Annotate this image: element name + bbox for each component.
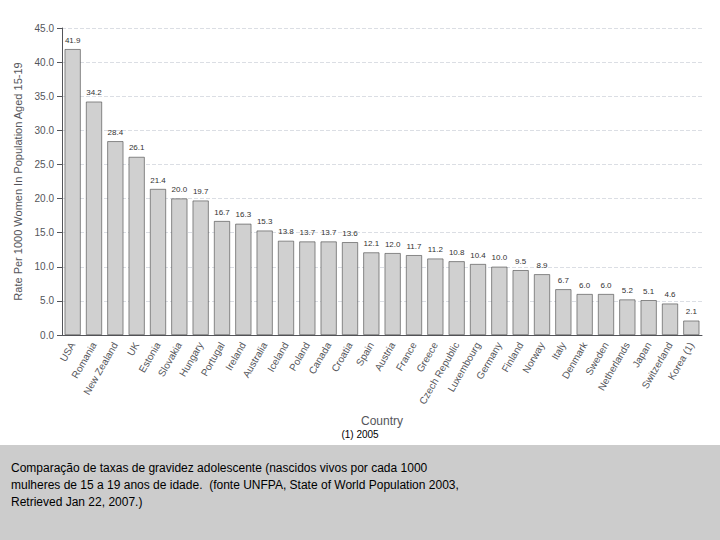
svg-text:Iceland: Iceland <box>265 340 291 373</box>
svg-text:Retrieved Jan 22, 2007.): Retrieved Jan 22, 2007.) <box>11 495 142 509</box>
svg-text:13.8: 13.8 <box>278 227 294 236</box>
svg-text:Netherlands: Netherlands <box>596 340 632 392</box>
svg-text:15.3: 15.3 <box>257 217 273 226</box>
svg-text:41.9: 41.9 <box>65 36 81 45</box>
svg-text:19.7: 19.7 <box>193 187 209 196</box>
svg-text:16.7: 16.7 <box>214 208 230 217</box>
svg-text:Comparação de taxas de gravide: Comparação de taxas de gravidez adolesce… <box>11 461 428 475</box>
svg-text:Switzerland: Switzerland <box>639 340 674 390</box>
svg-text:Denmark: Denmark <box>560 340 590 381</box>
svg-text:10.0: 10.0 <box>492 253 508 262</box>
svg-text:Korea (1): Korea (1) <box>666 340 696 382</box>
svg-text:Austria: Austria <box>372 340 398 373</box>
svg-text:Croatia: Croatia <box>329 340 355 374</box>
svg-text:Norway: Norway <box>520 340 546 375</box>
svg-text:6.0: 6.0 <box>600 281 612 290</box>
svg-text:11.7: 11.7 <box>407 242 423 251</box>
svg-text:10.4: 10.4 <box>470 251 486 260</box>
svg-text:11.2: 11.2 <box>428 245 444 254</box>
svg-text:25.0: 25.0 <box>35 159 55 170</box>
svg-text:16.3: 16.3 <box>236 210 252 219</box>
svg-text:5.0: 5.0 <box>40 295 54 306</box>
svg-text:10.8: 10.8 <box>449 248 465 257</box>
svg-text:Australia: Australia <box>240 340 269 380</box>
svg-text:(1) 2005: (1) 2005 <box>341 429 379 440</box>
svg-text:UK: UK <box>125 340 142 358</box>
svg-text:Greece: Greece <box>414 340 441 375</box>
svg-text:Portugal: Portugal <box>199 340 227 378</box>
svg-text:France: France <box>393 340 419 373</box>
svg-text:0.0: 0.0 <box>40 330 54 341</box>
svg-text:15.0: 15.0 <box>35 227 55 238</box>
svg-text:13.7: 13.7 <box>300 228 316 237</box>
svg-text:USA: USA <box>58 340 78 364</box>
svg-text:6.7: 6.7 <box>558 276 570 285</box>
svg-text:21.4: 21.4 <box>150 176 166 185</box>
svg-text:13.7: 13.7 <box>321 228 337 237</box>
svg-text:Slovakia: Slovakia <box>155 340 185 379</box>
svg-text:30.0: 30.0 <box>35 125 55 136</box>
svg-text:Czech Republic: Czech Republic <box>416 340 462 407</box>
svg-text:40.0: 40.0 <box>35 57 55 68</box>
svg-text:5.1: 5.1 <box>643 287 655 296</box>
svg-text:Germany: Germany <box>474 340 504 381</box>
svg-text:Sweden: Sweden <box>583 340 611 377</box>
svg-text:Country: Country <box>361 414 403 428</box>
svg-text:Romania: Romania <box>69 340 99 381</box>
svg-text:Luxembourg: Luxembourg <box>445 340 482 394</box>
svg-text:Rate Per 1000 Women In Populat: Rate Per 1000 Women In Population Aged 1… <box>12 62 24 300</box>
svg-text:2.1: 2.1 <box>686 307 698 316</box>
svg-text:9.5: 9.5 <box>515 257 527 266</box>
svg-text:8.9: 8.9 <box>536 261 548 270</box>
svg-text:Estonia: Estonia <box>136 340 163 375</box>
svg-text:Poland: Poland <box>287 340 313 373</box>
svg-text:20.0: 20.0 <box>172 185 188 194</box>
svg-text:5.2: 5.2 <box>622 286 634 295</box>
svg-text:12.1: 12.1 <box>364 239 380 248</box>
svg-text:6.0: 6.0 <box>579 281 591 290</box>
svg-text:Canada: Canada <box>306 340 333 376</box>
svg-text:28.4: 28.4 <box>108 128 124 137</box>
svg-text:4.6: 4.6 <box>664 290 676 299</box>
svg-text:Ireland: Ireland <box>223 340 249 373</box>
svg-text:mulheres de 15 a 19 anos de id: mulheres de 15 a 19 anos de idade. (font… <box>11 478 459 492</box>
svg-text:Spain: Spain <box>354 340 376 368</box>
svg-text:Hungary: Hungary <box>177 340 206 379</box>
svg-text:10.0: 10.0 <box>35 261 55 272</box>
svg-text:26.1: 26.1 <box>129 143 145 152</box>
svg-text:New Zealand: New Zealand <box>81 340 120 396</box>
svg-text:45.0: 45.0 <box>35 23 55 34</box>
svg-text:34.2: 34.2 <box>86 88 102 97</box>
svg-text:Italy: Italy <box>549 340 568 361</box>
svg-text:20.0: 20.0 <box>35 193 55 204</box>
svg-text:12.0: 12.0 <box>385 240 401 249</box>
svg-text:13.6: 13.6 <box>342 229 358 238</box>
svg-text:Japan: Japan <box>630 340 654 370</box>
svg-text:Finland: Finland <box>499 340 526 375</box>
svg-text:35.0: 35.0 <box>35 91 55 102</box>
